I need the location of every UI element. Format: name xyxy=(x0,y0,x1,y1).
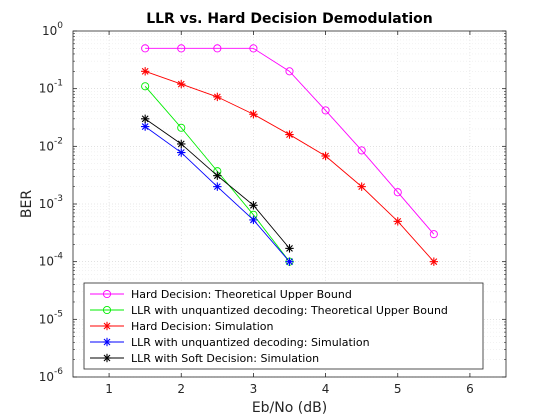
series-line xyxy=(144,85,290,262)
legend-entry: LLR with unquantized decoding: Simulatio… xyxy=(90,336,370,349)
y-tick-label: 10-3 xyxy=(39,194,63,211)
asterisk-stroke xyxy=(213,93,221,101)
legend-label: LLR with unquantized decoding: Theoretic… xyxy=(131,304,448,317)
circle-marker xyxy=(177,44,186,53)
asterisk-stroke xyxy=(286,258,293,266)
asterisk-marker xyxy=(249,215,258,225)
circle-marker xyxy=(249,44,258,53)
asterisk-stroke xyxy=(103,338,111,346)
asterisk-stroke xyxy=(250,216,257,224)
asterisk-marker xyxy=(102,353,112,363)
asterisk-marker xyxy=(213,92,222,102)
series-5 xyxy=(140,114,294,253)
legend-entry: Hard Decision: Simulation xyxy=(90,320,273,333)
series-4 xyxy=(140,122,294,266)
asterisk-marker xyxy=(429,257,439,266)
y-tick-label: 10-6 xyxy=(39,367,64,384)
asterisk-stroke xyxy=(286,244,293,252)
asterisk-marker xyxy=(285,244,294,253)
asterisk-marker xyxy=(177,148,186,157)
series-1 xyxy=(141,44,438,239)
legend-label: LLR with unquantized decoding: Simulatio… xyxy=(131,336,370,349)
asterisk-stroke xyxy=(141,123,149,130)
y-tick-label: 10-1 xyxy=(39,79,63,96)
x-tick-label: 6 xyxy=(466,382,474,396)
asterisk-marker xyxy=(140,114,150,124)
asterisk-stroke xyxy=(177,80,185,88)
asterisk-stroke xyxy=(394,217,402,225)
x-tick-label: 4 xyxy=(322,382,330,396)
asterisk-stroke xyxy=(213,183,221,191)
legend: Hard Decision: Theoretical Upper Bound LL… xyxy=(83,282,484,370)
legend-entry: LLR with unquantized decoding: Theoretic… xyxy=(90,304,448,317)
asterisk-stroke xyxy=(250,110,257,118)
x-axis-label: Eb/No (dB) xyxy=(252,400,327,416)
asterisk-marker xyxy=(140,67,150,76)
asterisk-stroke xyxy=(430,258,438,266)
asterisk-stroke xyxy=(141,67,149,75)
asterisk-stroke xyxy=(286,131,293,138)
circle-marker xyxy=(393,188,402,197)
asterisk-marker xyxy=(177,139,186,149)
circle-marker xyxy=(141,82,150,91)
asterisk-marker xyxy=(285,130,294,139)
legend-entry: Hard Decision: Theoretical Upper Bound xyxy=(90,288,352,301)
asterisk-marker xyxy=(213,171,222,180)
circle-marker xyxy=(102,305,112,315)
series-line xyxy=(145,47,435,235)
asterisk-marker xyxy=(249,201,258,210)
y-axis-label: BER xyxy=(19,190,35,218)
circle-marker xyxy=(285,67,294,76)
legend-entry: LLR with Soft Decision: Simulation xyxy=(90,352,319,365)
asterisk-marker xyxy=(177,79,186,89)
chart-title: LLR vs. Hard Decision Demodulation xyxy=(146,11,433,27)
asterisk-marker xyxy=(357,182,366,191)
asterisk-stroke xyxy=(141,115,149,123)
x-tick-label: 2 xyxy=(177,382,185,396)
series-3 xyxy=(140,67,439,266)
asterisk-stroke xyxy=(177,149,185,156)
asterisk-marker xyxy=(140,122,150,131)
legend-label: Hard Decision: Theoretical Upper Bound xyxy=(131,288,352,301)
asterisk-stroke xyxy=(358,183,366,191)
legend-box xyxy=(83,282,484,370)
asterisk-marker xyxy=(249,110,258,119)
y-tick-label: 10-5 xyxy=(39,309,63,326)
asterisk-marker xyxy=(321,151,330,161)
asterisk-stroke xyxy=(177,140,185,148)
asterisk-marker xyxy=(285,257,294,266)
circle-marker xyxy=(177,123,186,132)
asterisk-stroke xyxy=(103,354,111,362)
axis-ticks: 1 2 3 4 5 6 100 10-1 10-2 10-3 10-4 10-5 10-6 xyxy=(39,21,506,396)
legend-label: LLR with Soft Decision: Simulation xyxy=(131,352,319,365)
asterisk-marker xyxy=(102,321,112,331)
asterisk-marker xyxy=(393,217,402,226)
asterisk-stroke xyxy=(103,322,111,330)
asterisk-marker xyxy=(102,337,112,347)
y-tick-label: 10-2 xyxy=(39,136,63,153)
x-tick-label: 5 xyxy=(394,382,402,396)
x-tick-label: 3 xyxy=(250,382,258,396)
circle-marker xyxy=(102,289,112,299)
circle-marker xyxy=(141,44,150,53)
circle-marker xyxy=(429,230,438,239)
legend-label: Hard Decision: Simulation xyxy=(131,320,273,333)
asterisk-stroke xyxy=(322,152,329,160)
circle-marker xyxy=(213,44,222,53)
series-layer xyxy=(140,44,439,266)
y-tick-label: 100 xyxy=(42,21,63,38)
x-tick-label: 1 xyxy=(105,382,113,396)
y-tick-label: 10-4 xyxy=(39,252,64,269)
asterisk-marker xyxy=(213,182,222,191)
circle-marker xyxy=(357,146,366,155)
asterisk-stroke xyxy=(250,201,257,209)
asterisk-stroke xyxy=(213,172,221,180)
circle-marker xyxy=(321,106,330,115)
